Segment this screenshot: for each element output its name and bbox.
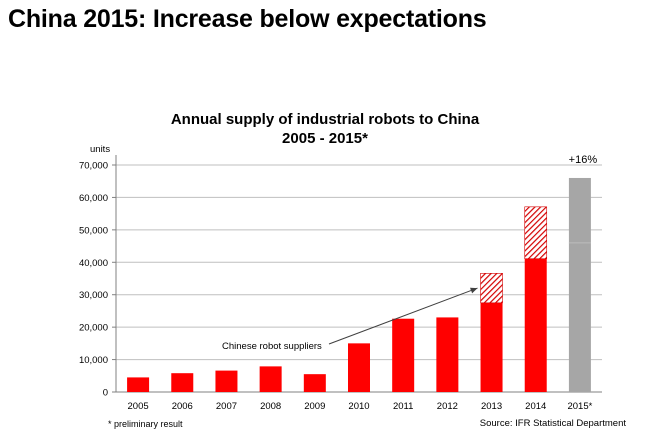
- x-tick-label: 2008: [260, 401, 281, 412]
- x-tick-label: 2015*: [567, 401, 592, 412]
- chinese-suppliers-label: Chinese robot suppliers: [222, 341, 322, 352]
- y-axis: 0 10,000 20,000 30,000 40,000 50,000 60,000 70,…: [79, 144, 117, 399]
- x-tick-label: 2006: [172, 401, 193, 412]
- bar-2006: [171, 373, 194, 392]
- y-tick-label: 60,000: [79, 193, 108, 204]
- chart-title-line1: Annual supply of industrial robots to Ch…: [170, 111, 480, 128]
- y-tick-label: 10,000: [79, 355, 108, 366]
- y-tick-label: 70,000: [79, 161, 108, 172]
- footnote: * preliminary result: [108, 419, 183, 429]
- gridlines: [116, 164, 602, 393]
- bar-2005: [127, 377, 150, 392]
- bar-2010: [348, 343, 370, 392]
- bar-2008: [259, 366, 282, 392]
- bar-2011: [392, 318, 415, 392]
- bar-segment-chinese-suppliers-2013: [480, 273, 503, 304]
- chart-subtitle: 2005 - 2015*: [282, 130, 368, 147]
- annotation-arrow: [328, 287, 478, 345]
- chart-title: Annual supply of industrial robots to Ch…: [0, 110, 650, 148]
- bar-2014: [524, 258, 547, 392]
- x-tick-label: 2010: [348, 401, 369, 412]
- x-tick-label: 2007: [216, 401, 237, 412]
- y-tick-label: 0: [103, 388, 108, 399]
- y-tick-label: 20,000: [79, 323, 108, 334]
- bar-segment-chinese-suppliers-2014: [524, 206, 548, 260]
- y-axis-label: units: [90, 144, 110, 155]
- x-tick-label: 2005: [128, 401, 149, 412]
- x-tick-label: 2013: [481, 401, 502, 412]
- source-note: Source: IFR Statistical Department: [479, 418, 626, 429]
- annotations: +16% Chinese robot suppliers: [222, 154, 597, 352]
- bars: [127, 177, 591, 392]
- slide-title: China 2015: Increase below expectations: [8, 5, 487, 33]
- bar-2012: [436, 317, 459, 392]
- x-tick-label: 2014: [525, 401, 546, 412]
- x-tick-label: 2011: [393, 401, 413, 412]
- bar-2013: [480, 302, 503, 392]
- bar-2007: [215, 370, 238, 392]
- x-tick-label: 2009: [304, 401, 325, 412]
- y-tick-label: 50,000: [79, 225, 108, 236]
- growth-annotation: +16%: [569, 154, 598, 166]
- x-tick-label: 2012: [437, 401, 458, 412]
- y-tick-label: 40,000: [79, 258, 108, 269]
- bar-2009: [303, 374, 326, 392]
- bar-2015-forecast: [568, 177, 591, 392]
- x-axis: 2005 2006 2007 2008 2009 2010 2011 2012 2013 2014…: [128, 401, 593, 412]
- y-tick-label: 30,000: [79, 290, 108, 301]
